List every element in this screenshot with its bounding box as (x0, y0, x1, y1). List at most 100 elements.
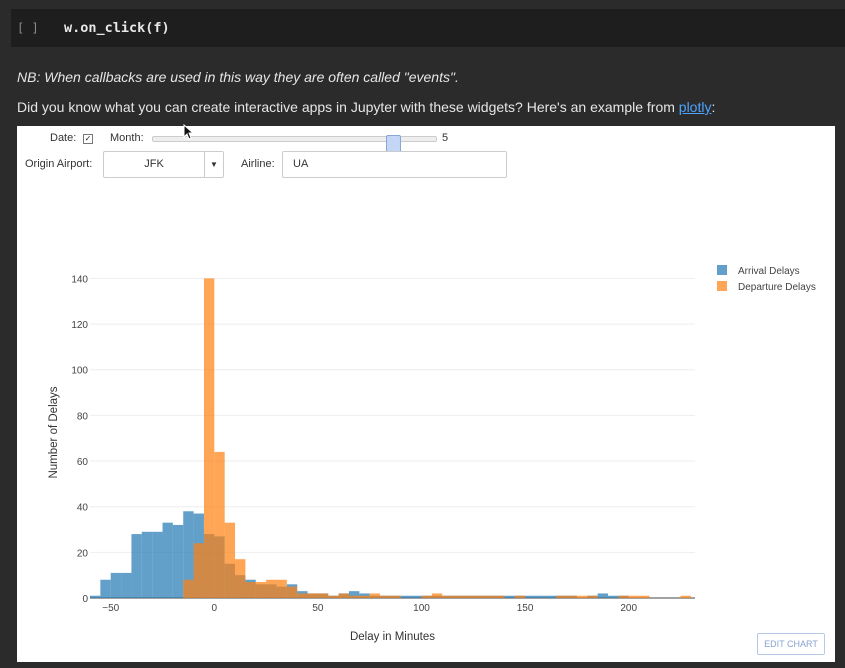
histogram-bar-departure (628, 595, 640, 598)
histogram-bar-departure (359, 595, 370, 598)
histogram-bar-departure (328, 595, 339, 598)
y-tick-label: 120 (71, 320, 88, 331)
origin-airport-label: Origin Airport: (25, 158, 93, 170)
cell-prompt: [ ] (17, 21, 39, 35)
histogram-bar-departure (286, 586, 298, 598)
legend-label: Arrival Delays (738, 266, 800, 277)
histogram-bar-arrival (348, 591, 360, 598)
x-tick-label: 0 (212, 603, 218, 614)
histogram-bar-arrival (172, 524, 184, 598)
histogram-bar-departure (297, 593, 308, 598)
histogram-bar-arrival (525, 595, 536, 598)
histogram-bar-departure (494, 595, 505, 598)
histogram-bar-departure (307, 593, 318, 598)
histogram-bar-arrival (504, 595, 515, 598)
x-tick-label: 50 (312, 603, 324, 614)
histogram-bar-departure (514, 595, 526, 598)
delay-histogram-chart: 0 20 40 60 80 100 120 140 −50 0 50 100 150 200 Delay i… (48, 265, 816, 643)
origin-airport-value: JFK (144, 158, 164, 170)
histogram-bar-departure (245, 582, 256, 598)
histogram-bar-departure (235, 559, 246, 598)
histogram-bar-departure (576, 595, 588, 598)
y-tick-label: 100 (71, 366, 88, 377)
histogram-bar-arrival (400, 595, 412, 598)
edit-chart-button[interactable]: EDIT CHART (757, 633, 825, 655)
histogram-bar-departure (431, 593, 443, 598)
x-tick-label: 200 (620, 603, 637, 614)
histogram-bar-departure (255, 582, 267, 598)
histogram-bar-arrival (359, 593, 370, 598)
histogram-bar-arrival (597, 593, 608, 598)
y-tick-label: 60 (77, 457, 89, 468)
histogram-bar-departure (369, 593, 381, 598)
plotly-link[interactable]: plotly (678, 99, 712, 115)
date-label: Date: (50, 132, 77, 144)
histogram-bar-departure (442, 595, 453, 598)
histogram-bar-departure (587, 595, 598, 598)
histogram-bar-departure (317, 593, 329, 598)
histogram-bar-departure (618, 595, 629, 598)
markdown-text: Did you know what you can create interac… (17, 99, 715, 115)
x-tick-label: 150 (517, 603, 534, 614)
y-axis-title: Number of Delays (48, 386, 60, 478)
histogram-bar-departure (380, 595, 391, 598)
histogram-bar-departure (348, 595, 360, 598)
airline-field[interactable] (282, 151, 507, 178)
legend-swatch (717, 265, 727, 275)
histogram-bar-departure (473, 595, 484, 598)
histogram-bar-arrival (152, 531, 163, 598)
y-tick-label: 140 (71, 274, 88, 285)
histogram-bar-arrival (100, 579, 111, 598)
histogram-bar-arrival (90, 595, 101, 598)
code-cell[interactable]: [ ] w.on_click(f) (11, 9, 845, 47)
histogram-bar-arrival (545, 595, 557, 598)
y-tick-label: 20 (77, 548, 89, 559)
x-tick-label: −50 (102, 603, 119, 614)
y-tick-label: 80 (77, 411, 89, 422)
histogram-bar-departure (276, 579, 287, 598)
y-tick-label: 40 (77, 503, 89, 514)
histogram-bar-departure (556, 595, 567, 598)
histogram-bar-arrival (121, 572, 132, 598)
histogram-bar-departure (390, 595, 401, 598)
origin-airport-dropdown[interactable]: JFK ▼ (103, 151, 224, 178)
airline-input[interactable] (283, 152, 503, 175)
airline-label: Airline: (241, 158, 275, 170)
histogram-bar-arrival (162, 522, 173, 598)
histogram-bar-arrival (607, 595, 619, 598)
histogram-bar-departure (183, 579, 194, 598)
histogram-bar-departure (483, 595, 495, 598)
histogram-bar-departure (452, 595, 463, 598)
histogram-bar-departure (462, 595, 474, 598)
markdown-text-before: Did you know what you can create interac… (17, 99, 679, 115)
histogram-bar-departure (193, 543, 204, 598)
chevron-down-icon: ▼ (204, 152, 223, 177)
histogram-bar-departure (224, 522, 236, 598)
histogram-bar-departure (566, 595, 577, 598)
histogram-bar-arrival (131, 534, 142, 598)
histogram-bar-departure (266, 579, 277, 598)
histogram-bar-arrival (183, 511, 194, 598)
y-tick-label: 0 (82, 594, 88, 605)
date-checkbox[interactable]: ✓ (83, 134, 93, 144)
histogram-bar-departure (203, 278, 215, 598)
month-value: 5 (442, 132, 449, 144)
histogram-bar-departure (214, 451, 225, 598)
legend-label: Departure Delays (738, 282, 816, 293)
interactive-app-panel: Date: ✓ Month: 5 Origin Airport: JFK ▼ A… (17, 126, 835, 662)
histogram-bar-departure (338, 593, 349, 598)
histogram-bar-arrival (141, 531, 153, 598)
histogram-bar-arrival (411, 595, 422, 598)
markdown-note: NB: When callbacks are used in this way … (17, 69, 459, 85)
histogram-bar-departure (421, 595, 432, 598)
x-axis-title: Delay in Minutes (350, 631, 435, 643)
month-label: Month: (110, 132, 144, 144)
histogram-bar-arrival (535, 595, 546, 598)
mouse-cursor-icon (183, 124, 195, 140)
code-input[interactable]: w.on_click(f) (64, 20, 170, 36)
histogram-bar-arrival (110, 572, 122, 598)
x-tick-label: 100 (413, 603, 430, 614)
histogram-bar-departure (680, 595, 691, 598)
histogram-bar-departure (639, 595, 650, 598)
markdown-text-after: : (711, 99, 716, 115)
